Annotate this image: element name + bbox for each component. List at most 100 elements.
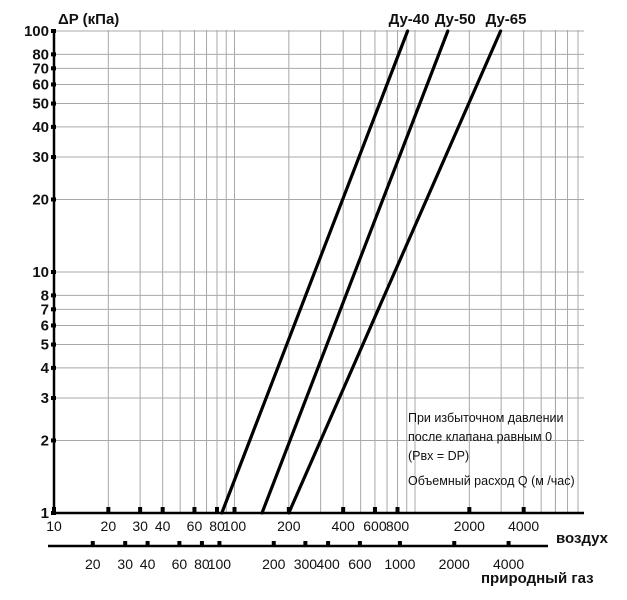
secondary-x-tick-label: 4000: [493, 556, 524, 572]
series-line: [220, 29, 410, 515]
x-axis-title: воздух: [556, 530, 609, 547]
y-tick-mark: [51, 124, 56, 129]
x-tick-mark: [341, 507, 346, 513]
x-tick-mark: [215, 507, 220, 513]
y-axis-title: ΔP (кПа): [58, 11, 119, 28]
secondary-x-tick-label: 2000: [439, 556, 470, 572]
x-tick-label: 60: [187, 518, 203, 534]
secondary-x-tick-label: 80: [194, 556, 210, 572]
x-tick-label: 30: [132, 518, 148, 534]
y-tick-label: 70: [32, 60, 49, 77]
x-tick-label: 100: [223, 518, 247, 534]
secondary-x-tick-mark: [123, 541, 128, 546]
series-line: [260, 29, 450, 515]
secondary-x-tick-mark: [199, 541, 204, 546]
y-tick-mark: [51, 270, 56, 274]
x-tick-mark: [106, 507, 111, 513]
y-tick-mark: [51, 342, 56, 347]
secondary-x-tick-label: 100: [208, 556, 232, 572]
y-tick-label: 7: [41, 301, 49, 318]
x-tick-mark: [192, 507, 197, 513]
secondary-x-tick-mark: [177, 541, 182, 546]
secondary-x-tick-label: 400: [316, 556, 340, 572]
y-tick-label: 3: [41, 390, 49, 407]
x-tick-mark: [232, 507, 237, 513]
x-tick-label: 200: [277, 518, 301, 534]
secondary-x-tick-mark: [145, 541, 150, 546]
secondary-x-tick-mark: [217, 541, 222, 546]
y-tick-mark: [51, 323, 56, 328]
y-tick-label: 20: [32, 191, 49, 208]
secondary-x-tick-label: 1000: [384, 556, 415, 572]
secondary-x-tick-mark: [452, 541, 457, 546]
x-tick-mark: [286, 507, 291, 513]
x-tick-label: 600: [363, 518, 387, 534]
annotation-line-1: При избыточном давлении: [408, 411, 564, 425]
x-tick-label: 80: [209, 518, 225, 534]
y-tick-mark: [51, 29, 56, 33]
y-tick-label: 40: [32, 119, 49, 136]
x-tick-label: 10: [46, 518, 62, 534]
secondary-x-tick-mark: [303, 541, 308, 546]
y-tick-mark: [51, 365, 56, 370]
x-tick-label: 800: [386, 518, 410, 534]
secondary-x-tick-label: 20: [85, 556, 101, 572]
y-tick-label: 6: [41, 317, 49, 334]
x-tick-mark: [160, 507, 165, 513]
secondary-x-tick-mark: [271, 541, 276, 546]
chart-labels: ΔP (кПа) воздух природный газ При избыто…: [58, 11, 609, 587]
y-tick-label: 2: [41, 432, 49, 449]
annotation-line-3: (Pвх = DP): [408, 449, 469, 463]
annotation-line-4: Объемный расход Q (м /час): [408, 474, 575, 488]
y-tick-mark: [51, 438, 56, 443]
x-tick-label: 20: [101, 518, 117, 534]
x-tick-mark: [467, 507, 472, 513]
annotation-line-2: после клапана равным 0: [408, 430, 552, 444]
series-line: [287, 29, 503, 515]
secondary-x-tick-label: 300: [294, 556, 318, 572]
y-tick-label: 100: [24, 23, 49, 40]
x-tick-label: 2000: [454, 518, 485, 534]
y-tick-mark: [51, 66, 56, 71]
secondary-x-tick-mark: [357, 541, 362, 546]
secondary-x-tick-mark: [90, 541, 95, 546]
y-tick-label: 80: [32, 46, 49, 63]
y-tick-label: 50: [32, 96, 49, 113]
grid: [54, 30, 584, 514]
series-label: Ду-65: [486, 11, 527, 28]
series-lines: Ду-40 Ду-50 Ду-65: [220, 11, 527, 515]
y-tick-mark: [51, 155, 56, 160]
x-tick-label: 40: [155, 518, 171, 534]
y-tick-label: 30: [32, 149, 49, 166]
secondary-x-tick-label: 600: [348, 556, 372, 572]
x-tick-mark: [372, 507, 377, 513]
y-tick-mark: [51, 101, 56, 106]
y-tick-mark: [51, 197, 56, 202]
axes: [48, 30, 584, 548]
secondary-x-tick-label: 60: [172, 556, 188, 572]
series-label: Ду-40: [389, 11, 430, 28]
y-tick-label: 10: [32, 264, 49, 281]
y-tick-mark: [51, 52, 56, 57]
secondary-x-tick-label: 200: [262, 556, 286, 572]
y-tick-label: 5: [41, 337, 49, 354]
y-tick-mark: [51, 82, 56, 87]
x-tick-label: 400: [331, 518, 355, 534]
y-tick-label: 60: [32, 76, 49, 93]
secondary-x-tick-mark: [506, 541, 511, 546]
y-tick-label: 1: [41, 505, 49, 522]
x-tick-mark: [395, 507, 400, 513]
y-tick-label: 4: [41, 360, 50, 377]
x-tick-mark: [138, 507, 143, 513]
y-tick-label: 8: [41, 287, 49, 304]
x-tick-mark: [52, 507, 56, 513]
x-tick-label: 4000: [508, 518, 539, 534]
series-label: Ду-50: [435, 11, 476, 28]
secondary-x-tick-label: 40: [140, 556, 156, 572]
y-tick-mark: [51, 396, 56, 401]
secondary-x-tick-mark: [326, 541, 331, 546]
y-tick-mark: [51, 307, 56, 312]
y-tick-mark: [51, 293, 56, 298]
